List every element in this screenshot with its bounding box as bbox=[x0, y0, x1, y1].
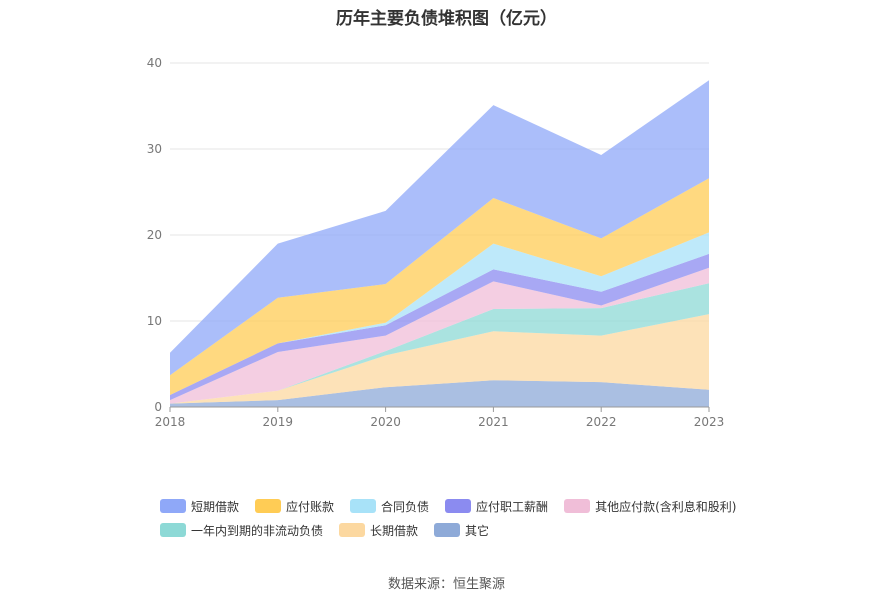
legend-item[interactable]: 长期借款 bbox=[339, 522, 418, 539]
legend-item[interactable]: 短期借款 bbox=[160, 498, 239, 515]
legend-item[interactable]: 应付账款 bbox=[255, 498, 334, 515]
legend-label: 一年内到期的非流动负债 bbox=[191, 523, 324, 538]
y-tick-label: 40 bbox=[147, 56, 162, 70]
legend-row: 一年内到期的非流动负债 长期借款 其它 bbox=[160, 518, 800, 542]
legend-swatch bbox=[350, 499, 377, 513]
legend-swatch bbox=[434, 523, 461, 537]
legend-item[interactable]: 其它 bbox=[434, 522, 489, 539]
legend-swatch bbox=[445, 499, 472, 513]
area-series bbox=[170, 283, 709, 404]
area-series bbox=[170, 314, 709, 404]
legend-swatch bbox=[339, 523, 366, 537]
legend-item[interactable]: 合同负债 bbox=[350, 498, 429, 515]
area-series bbox=[170, 267, 709, 404]
data-source-note: 数据来源：恒生聚源 bbox=[387, 577, 505, 592]
x-tick-label: 2022 bbox=[586, 415, 617, 429]
legend-swatch bbox=[255, 499, 282, 513]
y-tick-label: 20 bbox=[147, 228, 162, 242]
legend-label: 其它 bbox=[465, 523, 490, 538]
axes: 0 10 20 30 40 2018 2019 2020 2021 2022 2023 bbox=[147, 56, 725, 429]
legend-label: 其他应付款(含利息和股利) bbox=[595, 499, 737, 514]
x-tick-label: 2020 bbox=[370, 415, 401, 429]
x-tick-label: 2021 bbox=[478, 415, 509, 429]
chart-title: 历年主要负债堆积图（亿元） bbox=[336, 9, 557, 29]
x-tick-label: 2019 bbox=[263, 415, 294, 429]
x-tick-label: 2023 bbox=[694, 415, 725, 429]
legend-label: 长期借款 bbox=[370, 523, 419, 538]
area-series bbox=[170, 80, 709, 376]
legend-label: 短期借款 bbox=[191, 499, 240, 514]
area-series bbox=[170, 380, 709, 407]
area-series bbox=[170, 232, 709, 395]
chart-legend: 短期借款 应付账款 合同负债 应付职工薪酬 其他应付款(含利息和股利) 一年内到期的非流… bbox=[160, 494, 800, 542]
legend-row: 短期借款 应付账款 合同负债 应付职工薪酬 其他应付款(含利息和股利) bbox=[160, 494, 800, 518]
legend-swatch bbox=[564, 499, 591, 513]
area-series bbox=[170, 178, 709, 395]
legend-label: 合同负债 bbox=[381, 499, 430, 514]
area-series bbox=[170, 253, 709, 401]
legend-item[interactable]: 一年内到期的非流动负债 bbox=[160, 522, 323, 539]
legend-swatch bbox=[160, 523, 186, 537]
legend-swatch bbox=[160, 499, 186, 513]
legend-label: 应付账款 bbox=[286, 499, 335, 514]
x-tick-label: 2018 bbox=[155, 415, 186, 429]
y-tick-label: 30 bbox=[147, 142, 162, 156]
area-series-layer bbox=[170, 80, 709, 407]
legend-item[interactable]: 应付职工薪酬 bbox=[445, 498, 548, 515]
legend-label: 应付职工薪酬 bbox=[476, 499, 549, 514]
y-tick-label: 10 bbox=[147, 314, 162, 328]
legend-item[interactable]: 其他应付款(含利息和股利) bbox=[564, 498, 736, 515]
y-tick-label: 0 bbox=[154, 400, 162, 414]
